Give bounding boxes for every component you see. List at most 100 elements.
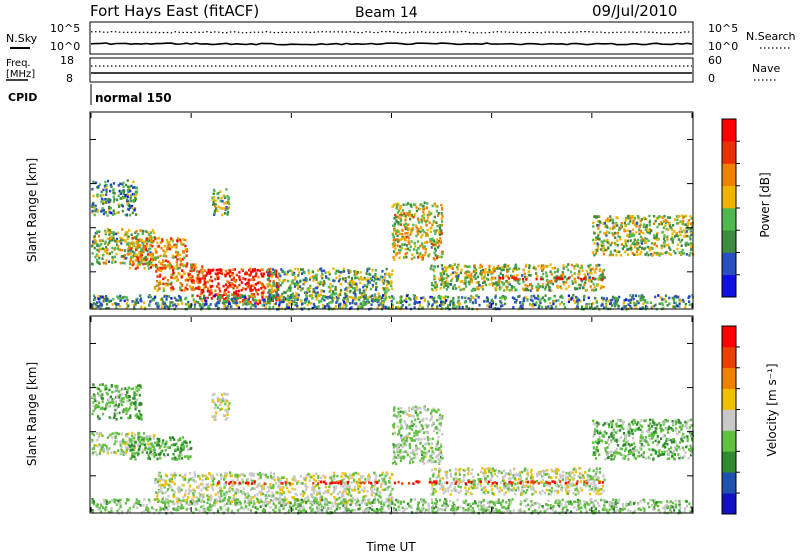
scatter-cell xyxy=(559,275,562,279)
scatter-cell xyxy=(105,391,108,395)
colorbar-segment xyxy=(722,252,736,276)
scatter-cell xyxy=(382,303,385,307)
scatter-cell xyxy=(365,285,369,289)
scatter-cell xyxy=(230,278,233,281)
scatter-cell xyxy=(160,444,163,448)
scatter-cell xyxy=(227,501,230,504)
scatter-cell xyxy=(258,490,261,494)
scatter-cell xyxy=(397,202,400,206)
scatter-cell xyxy=(104,231,107,234)
scatter-cell xyxy=(134,301,137,304)
scatter-cell xyxy=(450,272,453,276)
scatter-cell xyxy=(97,387,100,391)
scatter-cell xyxy=(526,299,529,302)
scatter-cell xyxy=(297,284,300,287)
scatter-cell xyxy=(108,241,111,245)
scatter-cell xyxy=(129,258,132,261)
scatter-cell xyxy=(598,275,601,278)
scatter-cell xyxy=(149,243,152,247)
scatter-cell xyxy=(113,198,116,201)
scatter-cell xyxy=(115,252,118,256)
scatter-cell xyxy=(659,222,662,226)
scatter-cell xyxy=(338,303,341,306)
scatter-cell xyxy=(125,446,128,449)
scatter-cell xyxy=(611,298,614,302)
scatter-cell xyxy=(331,290,334,293)
scatter-cell xyxy=(267,501,270,504)
scatter-cell xyxy=(577,272,580,276)
scatter-cell xyxy=(101,257,104,260)
scatter-cell xyxy=(289,287,292,290)
scatter-cell xyxy=(280,300,283,304)
scatter-cell xyxy=(420,225,423,229)
scatter-cell xyxy=(577,283,580,287)
scatter-cell xyxy=(129,251,132,255)
scatter-cell xyxy=(114,388,117,391)
scatter-cell xyxy=(656,225,659,229)
scatter-cell xyxy=(129,242,132,245)
scatter-cell xyxy=(174,250,177,254)
scatter-cell xyxy=(434,281,437,284)
scatter-cell xyxy=(541,268,544,271)
noise-panel-frame xyxy=(89,21,694,55)
scatter-cell xyxy=(500,286,503,289)
scatter-cell xyxy=(430,264,433,268)
scatter-cell xyxy=(275,481,278,485)
scatter-cell xyxy=(151,252,154,256)
scatter-cell xyxy=(626,248,629,251)
scatter-cell xyxy=(431,204,434,208)
scatter-cell xyxy=(132,186,135,189)
scatter-cell xyxy=(594,306,597,310)
scatter-cell xyxy=(228,202,231,206)
scatter-cell xyxy=(592,225,595,228)
scatter-cell xyxy=(368,281,372,284)
scatter-cell xyxy=(327,285,330,289)
scatter-cell xyxy=(505,285,508,289)
scatter-cell xyxy=(412,203,416,206)
scatter-cell xyxy=(171,488,174,492)
scatter-cell xyxy=(572,299,576,303)
scatter-cell xyxy=(534,267,537,271)
scatter-cell xyxy=(398,299,402,303)
scatter-cell xyxy=(235,289,238,293)
scatter-cell xyxy=(289,296,292,299)
scatter-cell xyxy=(234,473,237,477)
scatter-cell xyxy=(540,305,543,309)
scatter-cell xyxy=(497,264,500,268)
scatter-cell xyxy=(159,241,162,244)
scatter-cell xyxy=(253,487,256,490)
scatter-cell xyxy=(605,234,608,237)
scatter-cell xyxy=(662,237,666,240)
scatter-cell xyxy=(602,249,605,253)
scatter-cell xyxy=(295,283,298,286)
scatter-cell xyxy=(593,288,596,292)
scatter-cell xyxy=(521,274,524,277)
scatter-cell xyxy=(642,295,645,299)
scatter-cell xyxy=(690,233,693,236)
scatter-cell xyxy=(555,299,558,303)
scatter-cell xyxy=(105,190,108,193)
scatter-cell xyxy=(170,273,173,276)
scatter-cell xyxy=(147,240,150,243)
nave-tick-bottom: 0 xyxy=(708,72,715,85)
scatter-cell xyxy=(106,243,109,246)
scatter-cell xyxy=(230,474,233,477)
scatter-cell xyxy=(265,302,268,306)
scatter-cell xyxy=(97,392,100,395)
scatter-cell xyxy=(381,270,384,273)
scatter-cell xyxy=(583,295,586,299)
scatter-cell xyxy=(252,474,255,477)
scatter-cell xyxy=(104,180,107,184)
scatter-cell xyxy=(459,271,462,275)
scatter-cell xyxy=(380,305,383,308)
scatter-cell xyxy=(381,301,384,304)
scatter-cell xyxy=(606,241,609,244)
scatter-cell xyxy=(222,299,225,303)
scatter-cell xyxy=(323,298,326,302)
scatter-cell xyxy=(562,280,565,284)
scatter-cell xyxy=(187,300,190,304)
scatter-cell xyxy=(270,275,274,278)
scatter-cell xyxy=(515,298,518,302)
scatter-cell xyxy=(225,491,228,494)
scatter-cell xyxy=(600,296,604,300)
